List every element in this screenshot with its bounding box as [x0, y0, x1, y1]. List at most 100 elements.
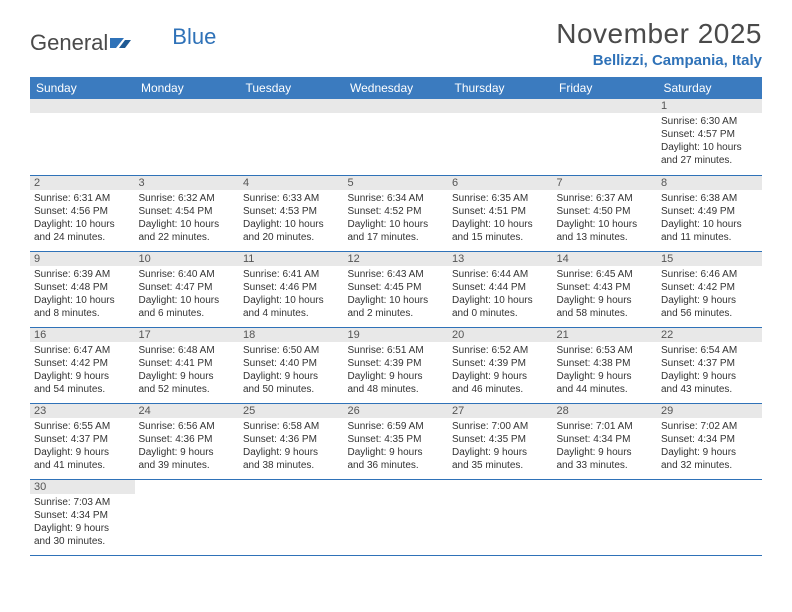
day-number: 19 [344, 328, 449, 342]
day-data: Sunrise: 6:43 AMSunset: 4:45 PMDaylight:… [344, 266, 449, 322]
day-number: 7 [553, 176, 658, 190]
daylight-text-2: and 43 minutes. [661, 383, 758, 396]
daylight-text-2: and 46 minutes. [452, 383, 549, 396]
sunrise-text: Sunrise: 6:52 AM [452, 344, 549, 357]
daylight-text-2: and 44 minutes. [557, 383, 654, 396]
daylight-text-2: and 24 minutes. [34, 231, 131, 244]
daylight-text-1: Daylight: 9 hours [557, 370, 654, 383]
daylight-text-2: and 17 minutes. [348, 231, 445, 244]
sunrise-text: Sunrise: 6:37 AM [557, 192, 654, 205]
daylight-text-2: and 2 minutes. [348, 307, 445, 320]
day-data: Sunrise: 6:54 AMSunset: 4:37 PMDaylight:… [657, 342, 762, 398]
calendar-cell: 13Sunrise: 6:44 AMSunset: 4:44 PMDayligh… [448, 251, 553, 327]
sunrise-text: Sunrise: 7:00 AM [452, 420, 549, 433]
title-block: November 2025 Bellizzi, Campania, Italy [556, 18, 762, 69]
sunset-text: Sunset: 4:39 PM [348, 357, 445, 370]
sunrise-text: Sunrise: 6:56 AM [139, 420, 236, 433]
day-number [344, 99, 449, 113]
daylight-text-1: Daylight: 9 hours [243, 370, 340, 383]
day-number [135, 99, 240, 113]
sunset-text: Sunset: 4:46 PM [243, 281, 340, 294]
logo: General Blue [30, 18, 216, 56]
sunrise-text: Sunrise: 6:35 AM [452, 192, 549, 205]
sunset-text: Sunset: 4:39 PM [452, 357, 549, 370]
daylight-text-1: Daylight: 9 hours [34, 446, 131, 459]
daylight-text-1: Daylight: 9 hours [34, 522, 131, 535]
calendar-row: 1Sunrise: 6:30 AMSunset: 4:57 PMDaylight… [30, 99, 762, 175]
calendar-row: 16Sunrise: 6:47 AMSunset: 4:42 PMDayligh… [30, 327, 762, 403]
sunset-text: Sunset: 4:34 PM [34, 509, 131, 522]
day-number: 22 [657, 328, 762, 342]
sunset-text: Sunset: 4:37 PM [661, 357, 758, 370]
calendar-cell [135, 99, 240, 175]
calendar-table: Sunday Monday Tuesday Wednesday Thursday… [30, 77, 762, 556]
sunset-text: Sunset: 4:47 PM [139, 281, 236, 294]
daylight-text-2: and 8 minutes. [34, 307, 131, 320]
sunset-text: Sunset: 4:52 PM [348, 205, 445, 218]
calendar-cell: 23Sunrise: 6:55 AMSunset: 4:37 PMDayligh… [30, 403, 135, 479]
calendar-cell: 7Sunrise: 6:37 AMSunset: 4:50 PMDaylight… [553, 175, 658, 251]
calendar-cell: 5Sunrise: 6:34 AMSunset: 4:52 PMDaylight… [344, 175, 449, 251]
sunrise-text: Sunrise: 6:48 AM [139, 344, 236, 357]
day-data: Sunrise: 6:46 AMSunset: 4:42 PMDaylight:… [657, 266, 762, 322]
sunset-text: Sunset: 4:36 PM [243, 433, 340, 446]
day-number: 3 [135, 176, 240, 190]
sunrise-text: Sunrise: 6:50 AM [243, 344, 340, 357]
sunrise-text: Sunrise: 6:32 AM [139, 192, 236, 205]
sunset-text: Sunset: 4:50 PM [557, 205, 654, 218]
daylight-text-2: and 11 minutes. [661, 231, 758, 244]
sunrise-text: Sunrise: 7:02 AM [661, 420, 758, 433]
sunset-text: Sunset: 4:36 PM [139, 433, 236, 446]
calendar-cell: 9Sunrise: 6:39 AMSunset: 4:48 PMDaylight… [30, 251, 135, 327]
dayhead-sat: Saturday [657, 77, 762, 99]
sunset-text: Sunset: 4:42 PM [661, 281, 758, 294]
calendar-body: 1Sunrise: 6:30 AMSunset: 4:57 PMDaylight… [30, 99, 762, 555]
day-data: Sunrise: 6:35 AMSunset: 4:51 PMDaylight:… [448, 190, 553, 246]
sunset-text: Sunset: 4:35 PM [348, 433, 445, 446]
day-number: 16 [30, 328, 135, 342]
day-number: 9 [30, 252, 135, 266]
day-number: 6 [448, 176, 553, 190]
day-number: 20 [448, 328, 553, 342]
daylight-text-2: and 0 minutes. [452, 307, 549, 320]
calendar-cell: 14Sunrise: 6:45 AMSunset: 4:43 PMDayligh… [553, 251, 658, 327]
day-data: Sunrise: 6:55 AMSunset: 4:37 PMDaylight:… [30, 418, 135, 474]
dayhead-tue: Tuesday [239, 77, 344, 99]
sunset-text: Sunset: 4:54 PM [139, 205, 236, 218]
calendar-cell: 11Sunrise: 6:41 AMSunset: 4:46 PMDayligh… [239, 251, 344, 327]
daylight-text-1: Daylight: 9 hours [139, 446, 236, 459]
day-data: Sunrise: 6:31 AMSunset: 4:56 PMDaylight:… [30, 190, 135, 246]
day-data: Sunrise: 6:37 AMSunset: 4:50 PMDaylight:… [553, 190, 658, 246]
day-number: 12 [344, 252, 449, 266]
daylight-text-1: Daylight: 10 hours [452, 218, 549, 231]
daylight-text-1: Daylight: 10 hours [139, 294, 236, 307]
sunset-text: Sunset: 4:42 PM [34, 357, 131, 370]
daylight-text-2: and 48 minutes. [348, 383, 445, 396]
calendar-cell: 19Sunrise: 6:51 AMSunset: 4:39 PMDayligh… [344, 327, 449, 403]
day-number: 17 [135, 328, 240, 342]
calendar-cell: 27Sunrise: 7:00 AMSunset: 4:35 PMDayligh… [448, 403, 553, 479]
calendar-cell: 12Sunrise: 6:43 AMSunset: 4:45 PMDayligh… [344, 251, 449, 327]
sunset-text: Sunset: 4:44 PM [452, 281, 549, 294]
sunset-text: Sunset: 4:49 PM [661, 205, 758, 218]
calendar-cell: 8Sunrise: 6:38 AMSunset: 4:49 PMDaylight… [657, 175, 762, 251]
location-subtitle: Bellizzi, Campania, Italy [556, 52, 762, 69]
day-data: Sunrise: 6:45 AMSunset: 4:43 PMDaylight:… [553, 266, 658, 322]
day-data: Sunrise: 7:01 AMSunset: 4:34 PMDaylight:… [553, 418, 658, 474]
sunset-text: Sunset: 4:34 PM [557, 433, 654, 446]
calendar-cell: 29Sunrise: 7:02 AMSunset: 4:34 PMDayligh… [657, 403, 762, 479]
calendar-cell: 6Sunrise: 6:35 AMSunset: 4:51 PMDaylight… [448, 175, 553, 251]
sunrise-text: Sunrise: 6:41 AM [243, 268, 340, 281]
calendar-cell: 17Sunrise: 6:48 AMSunset: 4:41 PMDayligh… [135, 327, 240, 403]
day-number: 1 [657, 99, 762, 113]
sunrise-text: Sunrise: 6:34 AM [348, 192, 445, 205]
daylight-text-1: Daylight: 9 hours [34, 370, 131, 383]
day-data: Sunrise: 6:56 AMSunset: 4:36 PMDaylight:… [135, 418, 240, 474]
day-data: Sunrise: 6:41 AMSunset: 4:46 PMDaylight:… [239, 266, 344, 322]
daylight-text-2: and 54 minutes. [34, 383, 131, 396]
calendar-cell: 20Sunrise: 6:52 AMSunset: 4:39 PMDayligh… [448, 327, 553, 403]
day-number: 18 [239, 328, 344, 342]
day-number [30, 99, 135, 113]
daylight-text-1: Daylight: 10 hours [243, 218, 340, 231]
daylight-text-1: Daylight: 10 hours [243, 294, 340, 307]
